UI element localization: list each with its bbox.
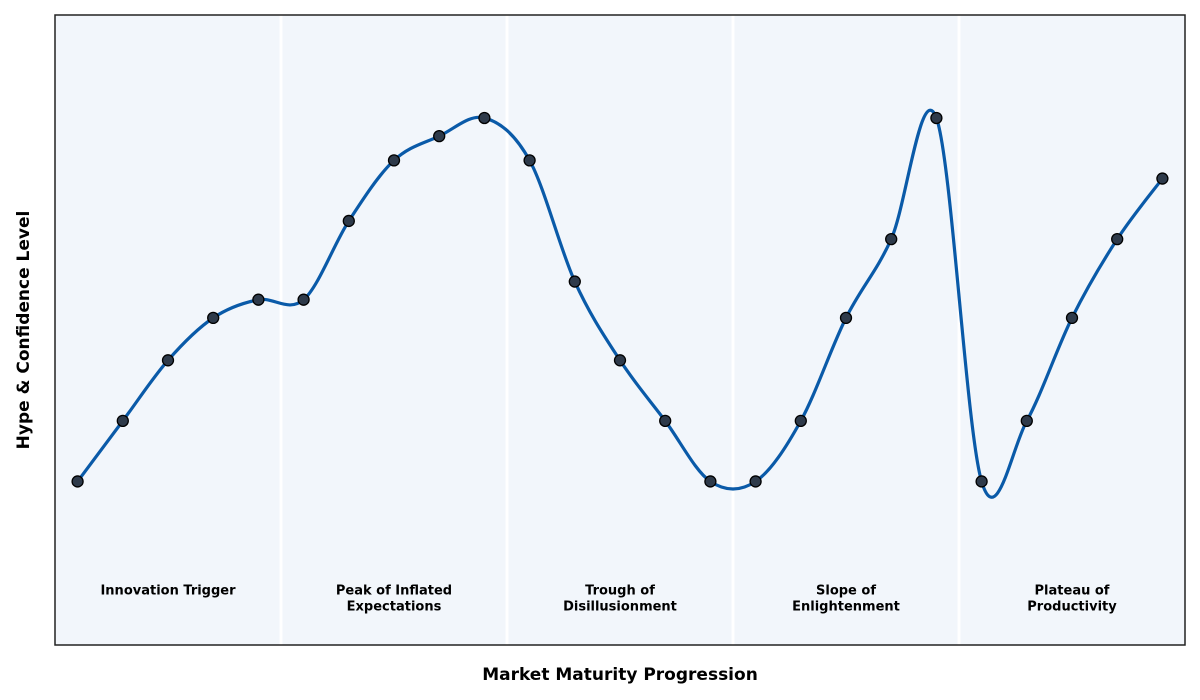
data-point (1065, 311, 1079, 325)
phase-label: Slope of (816, 584, 876, 599)
phase-label: Peak of Inflated (336, 584, 452, 599)
data-point (659, 414, 672, 428)
data-point (885, 232, 898, 246)
data-point (387, 154, 401, 167)
data-point (1020, 414, 1033, 428)
phase-label: Enlightenment (792, 600, 900, 615)
phase-label: Expectations (347, 600, 442, 615)
data-point (433, 130, 446, 143)
phase-band (281, 15, 507, 645)
data-point (342, 214, 355, 228)
phase-band (959, 15, 1185, 645)
plot-area (71, 108, 1169, 499)
data-point (71, 475, 84, 488)
phase-band (733, 15, 959, 645)
data-point (1156, 172, 1169, 185)
plot-frame (54, 14, 1186, 646)
data-point (478, 111, 491, 125)
data-point (116, 414, 129, 428)
phase-label: Trough of (585, 584, 655, 599)
data-point (523, 154, 536, 167)
data-point (704, 475, 717, 488)
y-axis-label: Hype & Confidence Level (14, 211, 34, 450)
series-line (76, 108, 1164, 499)
phase-bands: Innovation Trigger Peak of InflatedExpect… (55, 15, 1185, 645)
data-point (794, 414, 807, 428)
data-point (568, 275, 581, 288)
phase-band (507, 15, 733, 645)
phase-label: Disillusionment (563, 600, 677, 615)
phase-band (55, 15, 281, 645)
phase-label: Productivity (1027, 600, 1117, 615)
phase-label: Innovation Trigger (100, 584, 236, 599)
data-point (161, 354, 175, 367)
phase-label: Plateau of (1035, 584, 1110, 599)
data-point (297, 293, 310, 306)
data-point (930, 111, 943, 125)
data-point (975, 475, 988, 488)
data-point (749, 475, 762, 488)
data-point (839, 311, 853, 325)
data-point (252, 293, 265, 306)
data-point (207, 311, 220, 325)
data-point (613, 354, 627, 367)
data-point (1111, 232, 1124, 246)
x-axis-label: Market Maturity Progression (482, 665, 758, 685)
